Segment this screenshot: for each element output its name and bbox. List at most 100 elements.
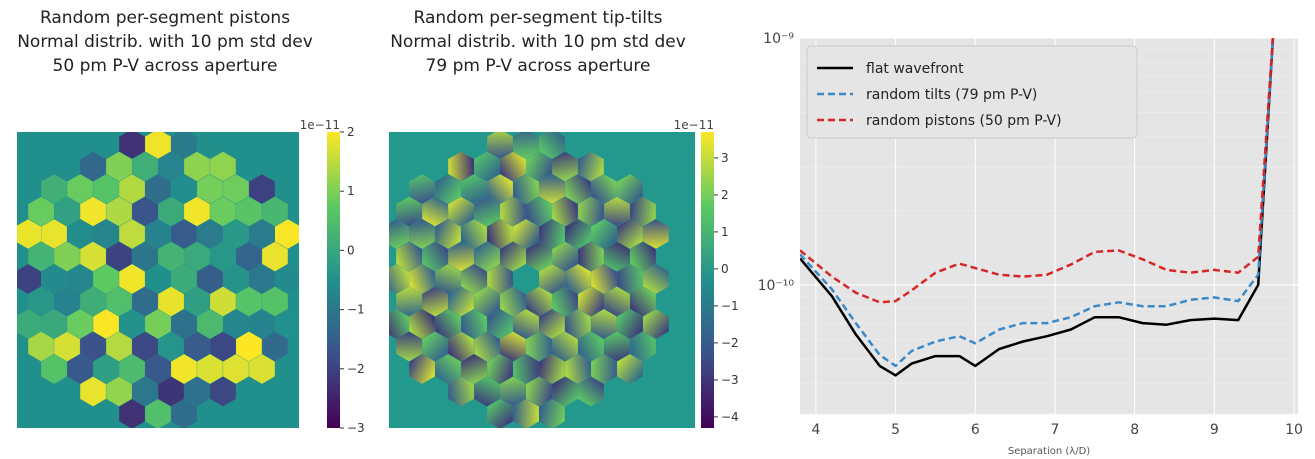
mirror-segment bbox=[184, 241, 210, 272]
line-chart: 4 5 6 7 8 9 10 10⁻⁹ 10⁻¹⁰ Separation (λ/D) flat… bbox=[758, 31, 1303, 457]
mirror-segment bbox=[565, 354, 591, 384]
mirror-segment bbox=[132, 331, 158, 362]
mirror-segment bbox=[67, 174, 93, 204]
mirror-segment bbox=[158, 196, 184, 227]
mirror-segment bbox=[409, 174, 435, 204]
mirror-segment bbox=[643, 219, 669, 249]
mirror-segment bbox=[223, 174, 249, 204]
mirror-segment bbox=[262, 331, 288, 362]
mirror-segment bbox=[210, 151, 236, 182]
colorbar-tick-label: 2 bbox=[721, 188, 729, 202]
mirror-segment bbox=[389, 264, 409, 294]
mirror-segment bbox=[389, 309, 409, 339]
mirror-segment bbox=[396, 241, 422, 272]
mirror-segment bbox=[223, 219, 249, 249]
colorbar-scale-label: 1e−11 bbox=[674, 118, 714, 132]
mirror-segment bbox=[210, 376, 236, 407]
mirror-segment bbox=[500, 286, 526, 317]
mirror-segment bbox=[132, 241, 158, 272]
mirror-segment bbox=[210, 196, 236, 227]
mirror-segment bbox=[80, 331, 106, 362]
colorbar-tick-label: −1 bbox=[721, 299, 739, 313]
mirror-segment bbox=[158, 331, 184, 362]
mirror-segment bbox=[409, 264, 435, 294]
mirror-segment bbox=[158, 286, 184, 317]
mirror-segment bbox=[461, 174, 487, 204]
mirror-segment bbox=[106, 151, 132, 182]
mirror-segment bbox=[500, 376, 526, 407]
mirror-segment bbox=[461, 219, 487, 249]
mirror-segment bbox=[565, 174, 591, 204]
mirror-segment bbox=[578, 151, 604, 182]
mirror-segment bbox=[249, 309, 275, 339]
mirror-segment bbox=[54, 286, 80, 317]
mirror-segment bbox=[461, 264, 487, 294]
mirror-segment bbox=[171, 309, 197, 339]
mirror-segment bbox=[396, 196, 422, 227]
mirror-segment bbox=[617, 309, 643, 339]
mirror-segment bbox=[132, 286, 158, 317]
mirror-segment bbox=[119, 399, 145, 428]
mirror-segment bbox=[197, 264, 223, 294]
mirror-segment bbox=[171, 399, 197, 428]
mirror-segment bbox=[539, 309, 565, 339]
mirror-segment bbox=[28, 331, 54, 362]
mirror-segment bbox=[249, 219, 275, 249]
mirror-segment bbox=[93, 354, 119, 384]
mirror-segment bbox=[197, 174, 223, 204]
mirror-segment bbox=[643, 309, 669, 339]
mirror-segment bbox=[119, 219, 145, 249]
mirror-segment bbox=[210, 331, 236, 362]
mirror-segment bbox=[474, 241, 500, 272]
mirror-segment bbox=[184, 151, 210, 182]
y-tick-label: 10⁻¹⁰ bbox=[758, 278, 795, 294]
mirror-segment bbox=[93, 264, 119, 294]
mirror-segment bbox=[630, 286, 656, 317]
mirror-segment bbox=[604, 286, 630, 317]
mirror-segment bbox=[223, 354, 249, 384]
mirror-segment bbox=[526, 376, 552, 407]
x-tick-label: 6 bbox=[971, 422, 980, 438]
mirror-segment bbox=[80, 196, 106, 227]
mirror-segment bbox=[158, 376, 184, 407]
series-line-random-tilts bbox=[800, 38, 1275, 368]
mirror-segment bbox=[448, 241, 474, 272]
mirror-segment bbox=[435, 309, 461, 339]
mirror-segment bbox=[552, 241, 578, 272]
mirror-segment bbox=[513, 309, 539, 339]
mirror-segment bbox=[41, 174, 67, 204]
mirror-segment bbox=[184, 331, 210, 362]
mirror-segment bbox=[500, 331, 526, 362]
title-line: 79 pm P-V across aperture bbox=[425, 56, 651, 76]
mirror-segment bbox=[604, 331, 630, 362]
mirror-segment bbox=[552, 331, 578, 362]
mirror-segment bbox=[223, 309, 249, 339]
mirror-segment bbox=[565, 264, 591, 294]
colorbar-tick-label: 1 bbox=[721, 225, 729, 239]
mirror-segment bbox=[461, 309, 487, 339]
mirror-segment bbox=[197, 309, 223, 339]
mirror-segment bbox=[578, 241, 604, 272]
mirror-segment bbox=[28, 196, 54, 227]
mirror-segment bbox=[158, 151, 184, 182]
mirror-segment bbox=[145, 399, 171, 428]
title-line: Normal distrib. with 10 pm std dev bbox=[390, 32, 686, 52]
panel-title-tilts: Random per-segment tip-tilts Normal dist… bbox=[368, 6, 708, 78]
mirror-segment bbox=[249, 264, 275, 294]
mirror-segment bbox=[591, 264, 617, 294]
mirror-segment bbox=[422, 331, 448, 362]
mirror-segment bbox=[539, 219, 565, 249]
mirror-segment bbox=[54, 331, 80, 362]
mirror-segment bbox=[275, 309, 299, 339]
legend-entry-label: random pistons (50 pm P-V) bbox=[866, 113, 1062, 129]
mirror-segment bbox=[249, 354, 275, 384]
mirror-segment bbox=[526, 151, 552, 182]
mirror-segment bbox=[500, 151, 526, 182]
mirror-segment bbox=[448, 286, 474, 317]
mirror-segment bbox=[409, 354, 435, 384]
mirror-segment bbox=[513, 219, 539, 249]
mirror-segment bbox=[487, 309, 513, 339]
mirror-segment bbox=[41, 309, 67, 339]
mirror-segment bbox=[578, 286, 604, 317]
piston-map bbox=[17, 132, 299, 428]
